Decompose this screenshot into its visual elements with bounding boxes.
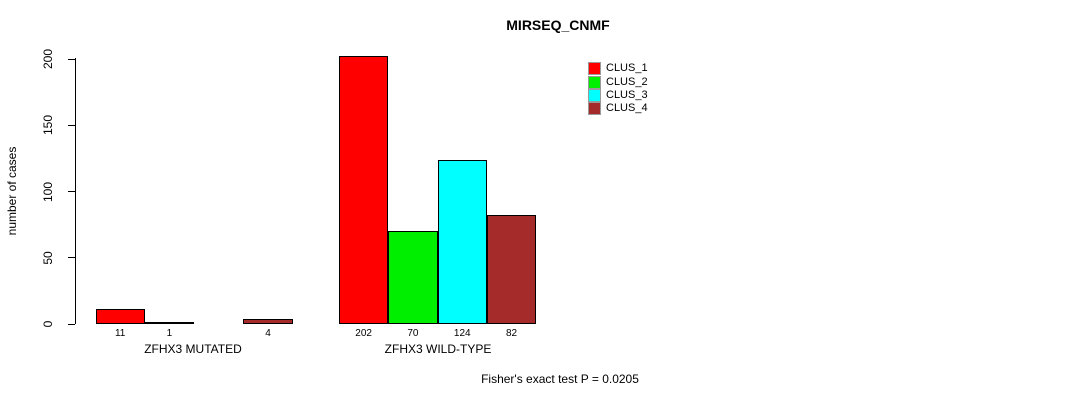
- bar-clus_2-group2: [388, 231, 438, 324]
- bar-count-label: 4: [265, 328, 271, 339]
- legend-label: CLUS_2: [606, 75, 648, 88]
- y-tick-label: 200: [41, 48, 55, 70]
- legend-row-clus_1: CLUS_1: [588, 62, 648, 76]
- bar-clus_4-group1: [243, 318, 293, 324]
- legend-swatch-icon: [588, 88, 601, 102]
- y-tick-mark: [68, 191, 75, 192]
- bar-clus_2-group1: [144, 322, 195, 324]
- legend-label: CLUS_3: [606, 88, 648, 101]
- bar-count-label: 70: [407, 328, 419, 339]
- legend-swatch-icon: [588, 62, 601, 76]
- legend-label: CLUS_1: [606, 62, 648, 75]
- bar-count-label: 1: [166, 328, 173, 339]
- legend-swatch-icon: [588, 75, 601, 89]
- legend-label: CLUS_4: [606, 102, 648, 115]
- bar-count-label: 124: [453, 328, 471, 339]
- y-tick-label: 100: [41, 181, 55, 202]
- y-tick-label: 50: [41, 251, 55, 265]
- legend: CLUS_1 CLUS_2 CLUS_3 CLUS_4: [588, 62, 648, 116]
- bar-count-label: 82: [505, 328, 518, 339]
- bar-clus_1-group1: [95, 309, 145, 324]
- bar-clus_1-group2: [339, 56, 389, 324]
- y-axis-title: number of cases: [5, 146, 19, 236]
- legend-row-clus_4: CLUS_4: [588, 102, 648, 116]
- y-tick-label: 0: [41, 320, 55, 328]
- x-group-label-mutated: ZFHX3 MUTATED: [144, 342, 242, 356]
- annotation-fisher-test: Fisher's exact test P = 0.0205: [481, 372, 639, 386]
- y-tick-mark: [68, 58, 75, 60]
- y-tick-mark: [68, 124, 75, 126]
- y-tick-label: 150: [41, 115, 55, 136]
- bar-clus_3-group2: [437, 159, 487, 324]
- bar-count-label: 202: [355, 328, 372, 339]
- chart-title: MIRSEQ_CNMF: [506, 17, 610, 33]
- legend-row-clus_2: CLUS_2: [588, 75, 648, 89]
- legend-swatch-icon: [588, 102, 601, 116]
- y-tick-mark: [68, 257, 75, 259]
- y-axis-line: [75, 58, 76, 324]
- legend-row-clus_3: CLUS_3: [588, 88, 648, 102]
- x-group-label-wildtype: ZFHX3 WILD-TYPE: [384, 342, 492, 356]
- bar-count-label: 11: [114, 328, 126, 339]
- y-tick-mark: [68, 323, 75, 325]
- bar-clus_4-group2: [486, 215, 537, 324]
